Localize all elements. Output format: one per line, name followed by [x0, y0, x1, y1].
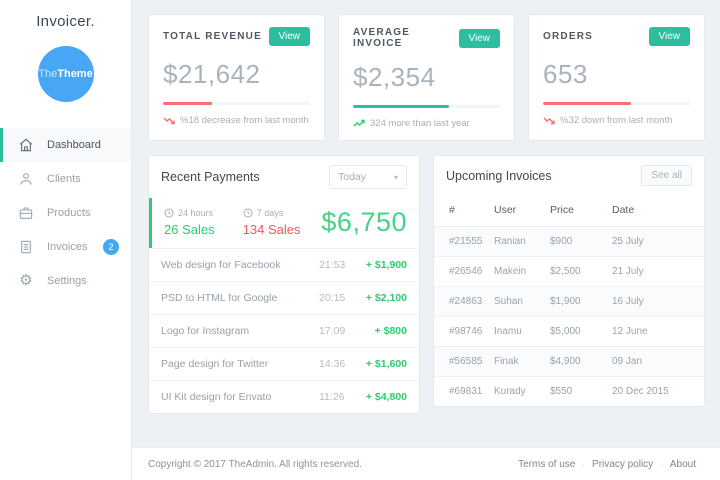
sidebar-item-invoices[interactable]: Invoices 2 — [0, 230, 131, 264]
period-dropdown[interactable]: Today ▾ — [329, 165, 407, 189]
logo-text-light: The — [38, 68, 58, 80]
payment-row[interactable]: PSD to HTML for Google 20:15 + $2,100 — [149, 281, 419, 314]
stat-card-orders: ORDERS View 653 %32 down from last month — [528, 14, 705, 141]
sidebar-item-label: Dashboard — [47, 139, 101, 151]
payments-summary: 24 hours 26 Sales 7 days 134 Sales $6,75… — [149, 198, 419, 248]
clock-icon — [164, 208, 174, 218]
briefcase-icon — [19, 207, 33, 219]
app-title: Invoicer. — [36, 13, 95, 30]
stat-value: $2,354 — [353, 62, 436, 92]
panels-row: Recent Payments Today ▾ 24 hours 26 Sale… — [148, 155, 705, 414]
invoices-table: # User Price Date #21555 Ranian $900 25 … — [434, 195, 704, 406]
footer: Copyright © 2017 TheAdmin. All rights re… — [132, 447, 720, 480]
stat-value: $21,642 — [163, 59, 261, 89]
clock-icon — [243, 208, 253, 218]
payment-row[interactable]: UI Kit design for Envato 11:26 + $4,800 — [149, 380, 419, 413]
invoices-count-badge: 2 — [103, 239, 119, 255]
stat-note: %18 decrease from last month — [163, 115, 310, 126]
stat-note: %32 down from last month — [543, 115, 690, 126]
footer-links: Terms of use · Privacy policy · About — [518, 459, 696, 470]
trend-down-icon — [543, 117, 555, 125]
brand-logo: The Theme — [37, 46, 94, 102]
table-row[interactable]: #26546 Makein $2,500 21 July — [434, 256, 704, 287]
see-all-button[interactable]: See all — [641, 165, 692, 186]
view-button[interactable]: View — [458, 28, 500, 48]
sidebar-item-settings[interactable]: ⚙ Settings — [0, 264, 131, 298]
sidebar-item-clients[interactable]: Clients — [0, 162, 131, 196]
payment-row[interactable]: Logo for Instagram 17:09 + $800 — [149, 314, 419, 347]
progress-bar — [353, 105, 500, 108]
col-header-price: Price — [550, 204, 574, 216]
invoice-icon — [21, 240, 31, 254]
view-button[interactable]: View — [268, 27, 310, 46]
sidebar-nav: Dashboard Clients Products Invoices 2 ⚙ … — [0, 128, 131, 298]
stat-title: TOTAL REVENUE — [163, 31, 262, 42]
upcoming-invoices-panel: Upcoming Invoices See all # User Price D… — [433, 155, 705, 407]
table-row[interactable]: #56585 Finak $4,900 09 Jan — [434, 346, 704, 377]
stat-card-total-revenue: TOTAL REVENUE View $21,642 %18 decrease … — [148, 14, 325, 141]
panel-title: Upcoming Invoices — [446, 168, 552, 183]
recent-payments-panel: Recent Payments Today ▾ 24 hours 26 Sale… — [148, 155, 420, 414]
main-content: TOTAL REVENUE View $21,642 %18 decrease … — [132, 0, 720, 447]
sales-24h: 26 Sales — [164, 222, 215, 237]
stat-note: 324 more than last year — [353, 118, 500, 129]
summary-24h: 24 hours 26 Sales — [164, 208, 243, 237]
col-header-date: Date — [612, 204, 635, 216]
logo-text-bold: Theme — [57, 68, 93, 80]
terms-link[interactable]: Terms of use — [518, 458, 576, 470]
user-icon — [20, 173, 32, 185]
sidebar-item-dashboard[interactable]: Dashboard — [0, 128, 131, 162]
dot-separator: · — [660, 459, 663, 469]
table-row[interactable]: #98746 Inamu $5,000 12 June — [434, 316, 704, 347]
stats-row: TOTAL REVENUE View $21,642 %18 decrease … — [148, 14, 705, 141]
view-button[interactable]: View — [648, 27, 690, 46]
table-row[interactable]: #24863 Suhan $1,900 16 July — [434, 286, 704, 317]
payments-total: $6,750 — [321, 207, 407, 237]
sidebar-item-products[interactable]: Products — [0, 196, 131, 230]
sidebar-item-label: Products — [47, 207, 91, 219]
table-row[interactable]: #69831 Kurady $550 20 Dec 2015 — [434, 376, 704, 406]
col-header-user: User — [494, 204, 517, 216]
trend-up-icon — [353, 119, 365, 127]
sidebar-item-label: Clients — [47, 173, 81, 185]
panel-title: Recent Payments — [161, 170, 260, 184]
col-header-id: # — [449, 204, 455, 216]
home-icon — [19, 138, 33, 152]
sidebar: Invoicer. The Theme Dashboard Clients Pro… — [0, 0, 132, 480]
about-link[interactable]: About — [669, 458, 696, 470]
trend-down-icon — [163, 117, 175, 125]
stat-title: AVERAGE INVOICE — [353, 27, 411, 49]
stat-value: 653 — [543, 59, 588, 89]
main-area: TOTAL REVENUE View $21,642 %18 decrease … — [132, 0, 720, 480]
sales-7d: 134 Sales — [242, 222, 301, 237]
table-header-row: # User Price Date — [434, 195, 704, 227]
progress-bar — [163, 102, 310, 105]
payment-row[interactable]: Page design for Twitter 14:36 + $1,600 — [149, 347, 419, 380]
gear-icon: ⚙ — [19, 272, 33, 289]
dot-separator: · — [582, 459, 586, 469]
summary-7d: 7 days 134 Sales — [243, 208, 322, 237]
progress-bar — [543, 102, 690, 105]
sidebar-item-label: Invoices — [47, 241, 88, 253]
sidebar-item-label: Settings — [47, 275, 87, 287]
copyright-text: Copyright © 2017 TheAdmin. All rights re… — [148, 458, 362, 470]
privacy-link[interactable]: Privacy policy — [592, 458, 654, 470]
table-row[interactable]: #21555 Ranian $900 25 July — [434, 226, 704, 257]
chevron-down-icon: ▾ — [393, 172, 398, 182]
stat-card-average-invoice: AVERAGE INVOICE View $2,354 324 more tha… — [338, 14, 515, 141]
stat-title: ORDERS — [543, 31, 593, 42]
payment-row[interactable]: Web design for Facebook 21:53 + $1,900 — [149, 248, 419, 281]
